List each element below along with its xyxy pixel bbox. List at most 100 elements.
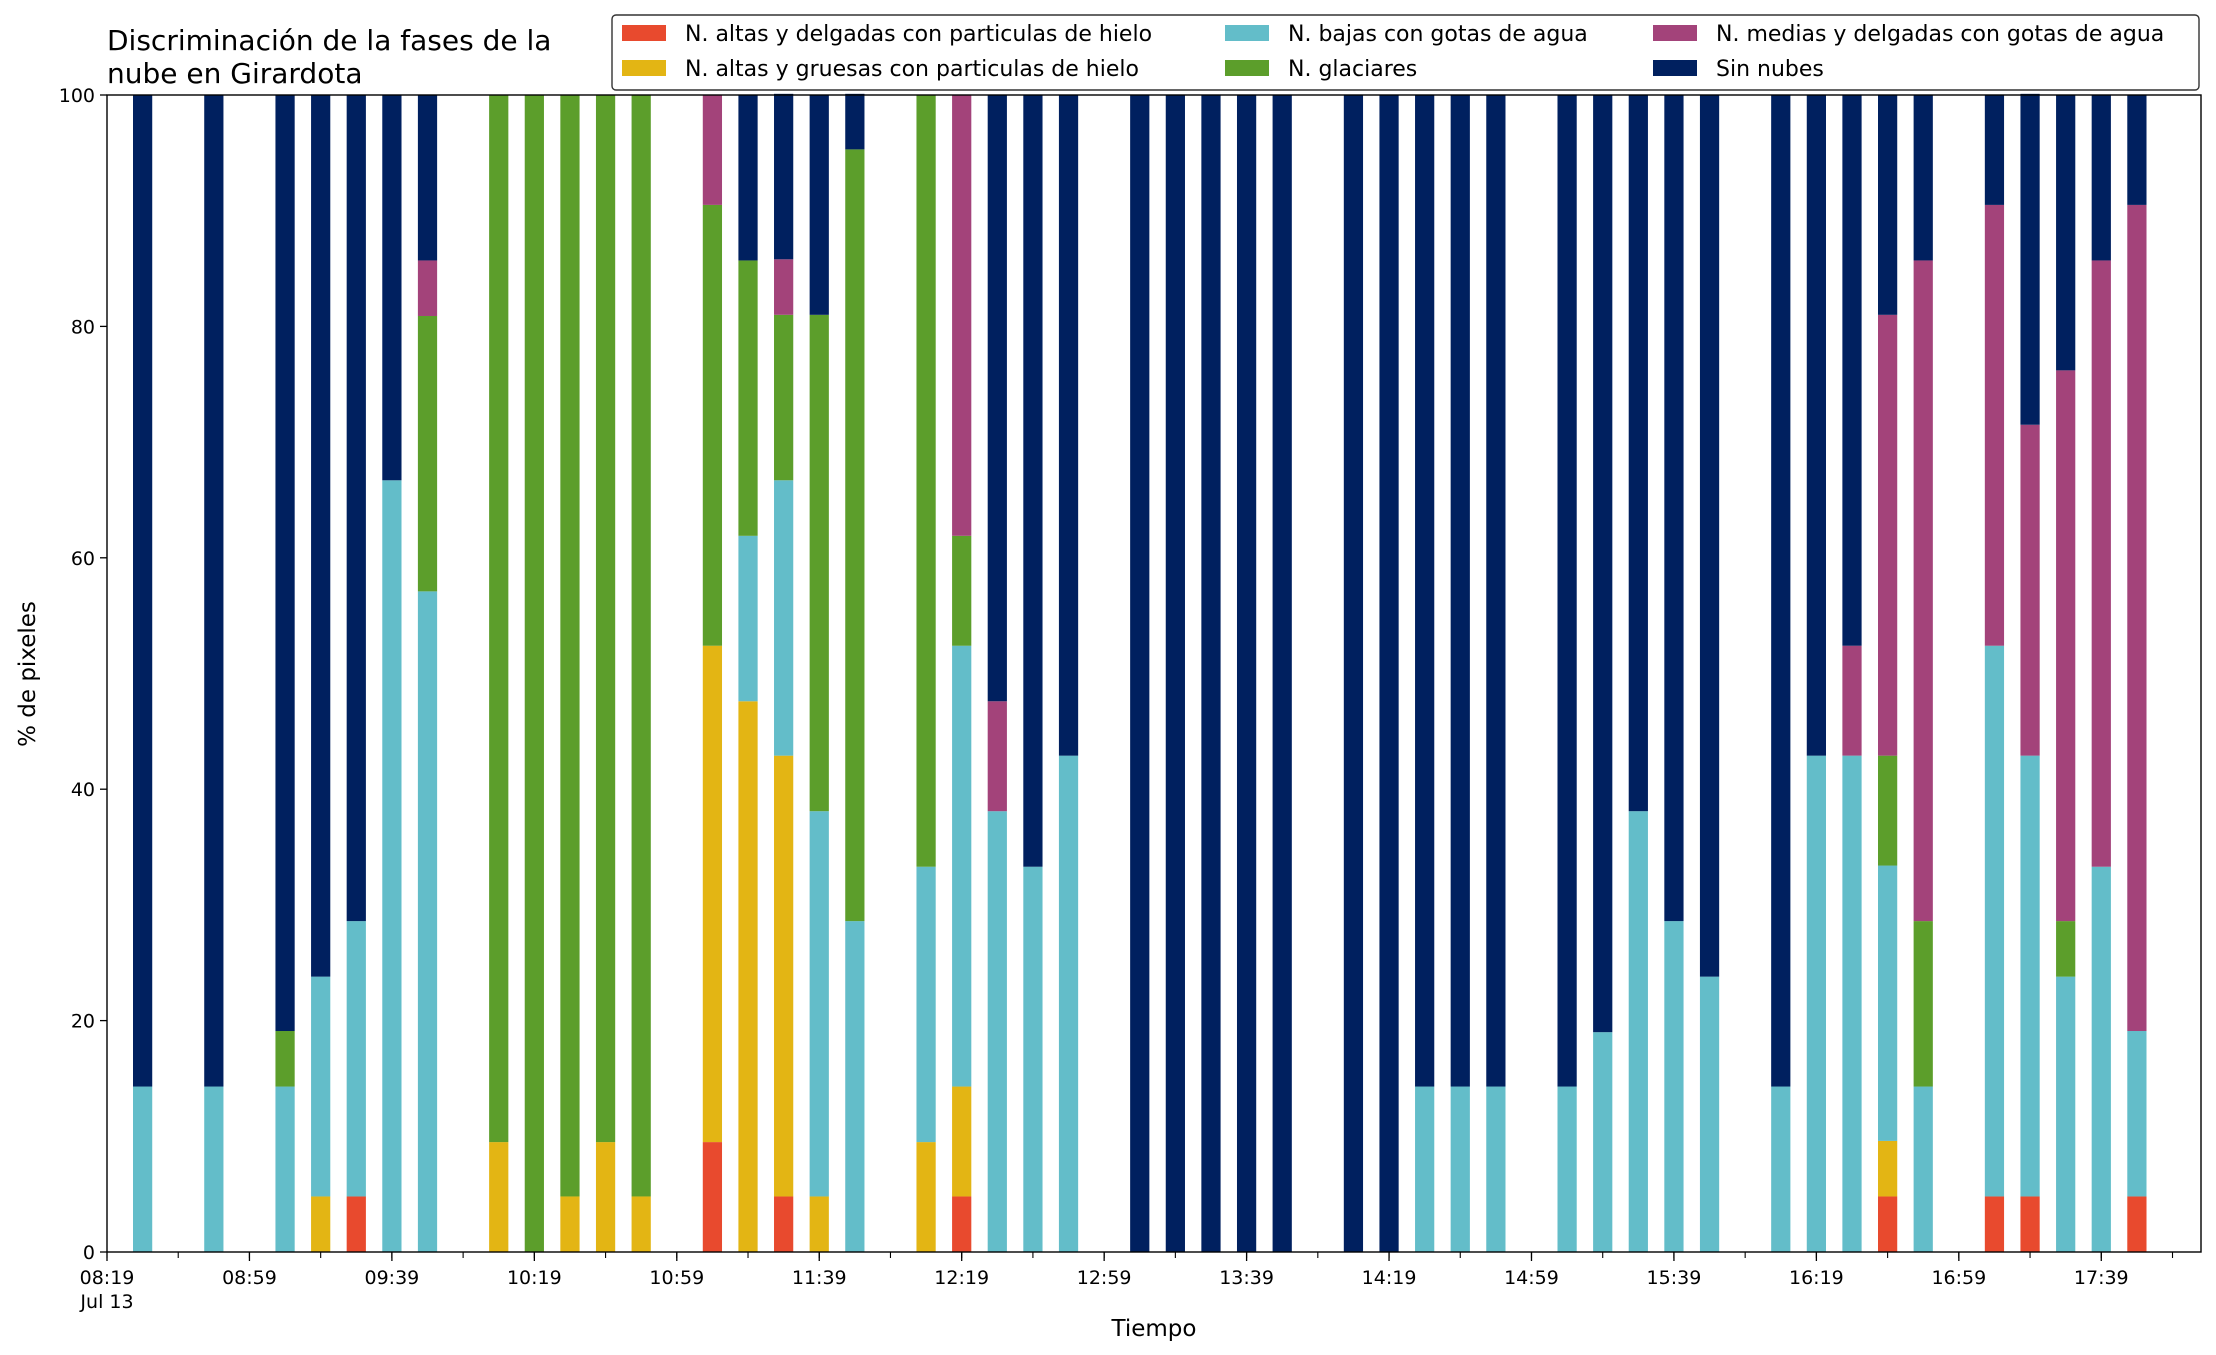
x-tick-label: 12:19 <box>934 1267 989 1289</box>
x-axis-label: Tiempo <box>1111 1316 1197 1342</box>
bar-segment-n-glaciares-1039 <box>595 95 616 1143</box>
bar-segment-n-medias-y-delgadas-con-gotas-de-agua-1229 <box>987 701 1007 812</box>
bar-segment-n-altas-y-delgadas-con-particulas-de-hielo-1109 <box>702 1142 723 1252</box>
bar-segment-n-altas-y-delgadas-con-particulas-de-hielo-1639 <box>1878 1196 1898 1252</box>
bar-segment-n-bajas-con-gotas-de-agua-1609 <box>1771 1086 1791 1252</box>
legend-swatch-n-altas-y-gruesas-con-particulas-de-hielo <box>622 60 666 76</box>
bar-segment-n-bajas-con-gotas-de-agua-1229 <box>987 811 1007 1252</box>
chart-title-line-1: Discriminación de la fases de la <box>107 24 551 57</box>
bar-segment-n-medias-y-delgadas-con-gotas-de-agua-1129 <box>774 259 794 315</box>
bar-segment-n-altas-y-gruesas-con-particulas-de-hielo-1119 <box>738 701 758 1252</box>
bar-segment-n-altas-y-gruesas-con-particulas-de-hielo-1009 <box>489 1142 509 1252</box>
bar-segment-n-bajas-con-gotas-de-agua-1639 <box>1878 865 1898 1141</box>
bar-segment-n-glaciares-1209 <box>916 95 936 867</box>
bar-segment-sin-nubes-1539 <box>1664 95 1684 922</box>
bar-segment-n-glaciares-0909 <box>275 1031 295 1087</box>
bar-segment-n-glaciares-1219 <box>952 535 972 646</box>
bar-segment-n-bajas-con-gotas-de-agua-0929 <box>346 921 366 1197</box>
x-tick-label: 10:19 <box>507 1267 562 1289</box>
bar-segment-n-bajas-con-gotas-de-agua-1139 <box>809 811 829 1197</box>
bar-segment-n-medias-y-delgadas-con-gotas-de-agua-1719 <box>2020 424 2040 756</box>
bar-segment-n-bajas-con-gotas-de-agua-0919 <box>311 976 331 1197</box>
bar-segment-sin-nubes-1439 <box>1450 95 1470 1087</box>
bar-segment-sin-nubes-0949 <box>417 95 438 261</box>
bar-segment-n-glaciares-1049 <box>631 95 651 1197</box>
bar-segment-sin-nubes-1319 <box>1165 95 1185 1252</box>
y-axis: 0 20 40 60 80 100 <box>59 85 107 1264</box>
legend: N. altas y delgadas con particulas de hi… <box>611 14 2200 91</box>
x-tick-label: 16:59 <box>1931 1267 1986 1289</box>
chart-title: Discriminación de la fases de la nube en… <box>107 24 551 90</box>
bar-segment-n-glaciares-1119 <box>738 260 758 536</box>
bar-segment-n-altas-y-gruesas-con-particulas-de-hielo-0919 <box>311 1196 331 1252</box>
bar-segment-n-altas-y-delgadas-con-particulas-de-hielo-1719 <box>2020 1196 2040 1252</box>
bar-segment-n-bajas-con-gotas-de-agua-1249 <box>1058 755 1079 1252</box>
bar-segment-sin-nubes-1119 <box>738 95 758 261</box>
legend-label-n-bajas-con-gotas-de-agua: N. bajas con gotas de agua <box>1288 22 1588 47</box>
bar-segment-n-glaciares-1729 <box>2056 921 2076 977</box>
bar-segment-sin-nubes-1429 <box>1415 95 1435 1087</box>
legend-swatch-n-glaciares <box>1225 60 1269 76</box>
bar-segment-n-glaciares-1139 <box>809 314 829 812</box>
x-tick-label: 14:19 <box>1362 1267 1417 1289</box>
bar-segment-n-altas-y-gruesas-con-particulas-de-hielo-1639 <box>1878 1140 1898 1197</box>
y-tick-label: 20 <box>71 1011 95 1033</box>
bar-segment-sin-nubes-1509 <box>1557 95 1577 1087</box>
legend-swatch-n-medias-y-delgadas-con-gotas-de-agua <box>1653 25 1697 41</box>
bar-segment-n-bajas-con-gotas-de-agua-1119 <box>738 535 758 702</box>
bar-segment-sin-nubes-1229 <box>987 95 1007 702</box>
x-tick-label: 13:39 <box>1219 1267 1274 1289</box>
bar-segment-n-bajas-con-gotas-de-agua-1529 <box>1628 811 1648 1252</box>
x-tick-label: 14:59 <box>1504 1267 1559 1289</box>
y-tick-label: 0 <box>83 1242 95 1264</box>
bars-layer <box>133 93 2147 1252</box>
bar-segment-sin-nubes-1249 <box>1058 95 1079 756</box>
legend-swatch-n-altas-y-delgadas-con-particulas-de-hielo <box>622 25 666 41</box>
x-tick-label: 08:19 <box>80 1267 135 1289</box>
bar-segment-sin-nubes-1549 <box>1699 95 1720 977</box>
bar-segment-n-altas-y-gruesas-con-particulas-de-hielo-1039 <box>595 1142 616 1252</box>
legend-frame <box>611 14 2200 91</box>
bar-segment-n-altas-y-gruesas-con-particulas-de-hielo-1219 <box>952 1086 972 1197</box>
x-tick-label: 16:19 <box>1789 1267 1844 1289</box>
bar-segment-sin-nubes-1729 <box>2056 95 2076 371</box>
bar-segment-sin-nubes-1139 <box>809 95 829 315</box>
bar-segment-n-altas-y-gruesas-con-particulas-de-hielo-1049 <box>631 1196 651 1252</box>
bar-segment-n-medias-y-delgadas-con-gotas-de-agua-1709 <box>1984 204 2005 646</box>
bar-segment-sin-nubes-1649 <box>1913 95 1933 261</box>
bar-segment-n-bajas-con-gotas-de-agua-1709 <box>1984 645 2005 1197</box>
bar-segment-sin-nubes-1519 <box>1593 95 1613 1033</box>
bar-segment-n-medias-y-delgadas-con-gotas-de-agua-1219 <box>952 95 972 536</box>
bar-segment-n-bajas-con-gotas-de-agua-0829 <box>133 1086 153 1252</box>
bar-segment-n-bajas-con-gotas-de-agua-1549 <box>1699 976 1720 1252</box>
y-tick-label: 80 <box>71 316 95 338</box>
bar-segment-sin-nubes-1419 <box>1379 95 1399 1252</box>
bar-segment-sin-nubes-0909 <box>275 95 295 1032</box>
bar-segment-n-medias-y-delgadas-con-gotas-de-agua-1749 <box>2127 204 2147 1032</box>
legend-label-sin-nubes: Sin nubes <box>1716 57 1824 82</box>
bar-segment-n-bajas-con-gotas-de-agua-0939 <box>382 480 402 1252</box>
bar-segment-n-bajas-con-gotas-de-agua-1129 <box>774 480 794 756</box>
bar-segment-n-bajas-con-gotas-de-agua-0909 <box>275 1086 295 1252</box>
legend-swatch-n-bajas-con-gotas-de-agua <box>1225 25 1269 41</box>
bar-segment-n-bajas-con-gotas-de-agua-1649 <box>1913 1086 1933 1252</box>
bar-segment-sin-nubes-0849 <box>204 95 224 1087</box>
bar-segment-n-glaciares-1019 <box>524 95 544 1252</box>
bar-segment-sin-nubes-1719 <box>2020 93 2040 425</box>
bar-segment-n-glaciares-1009 <box>489 95 509 1143</box>
bar-segment-n-bajas-con-gotas-de-agua-1209 <box>916 866 936 1143</box>
bar-segment-n-bajas-con-gotas-de-agua-1439 <box>1450 1086 1470 1252</box>
bar-segment-n-glaciares-1149 <box>845 149 865 922</box>
y-tick-label: 100 <box>59 85 95 107</box>
legend-label-n-glaciares: N. glaciares <box>1288 57 1417 82</box>
bar-segment-sin-nubes-1309 <box>1130 95 1150 1252</box>
bar-segment-n-altas-y-delgadas-con-particulas-de-hielo-1749 <box>2127 1196 2147 1252</box>
bar-segment-n-glaciares-1029 <box>560 95 580 1197</box>
legend-swatch-sin-nubes <box>1653 60 1697 76</box>
bar-segment-n-altas-y-gruesas-con-particulas-de-hielo-1129 <box>774 755 794 1197</box>
x-tick-label: 08:59 <box>222 1267 277 1289</box>
y-axis-label: % de pixeles <box>15 601 41 747</box>
x-tick-label: 15:39 <box>1647 1267 1702 1289</box>
x-tick-label: 09:39 <box>365 1267 420 1289</box>
